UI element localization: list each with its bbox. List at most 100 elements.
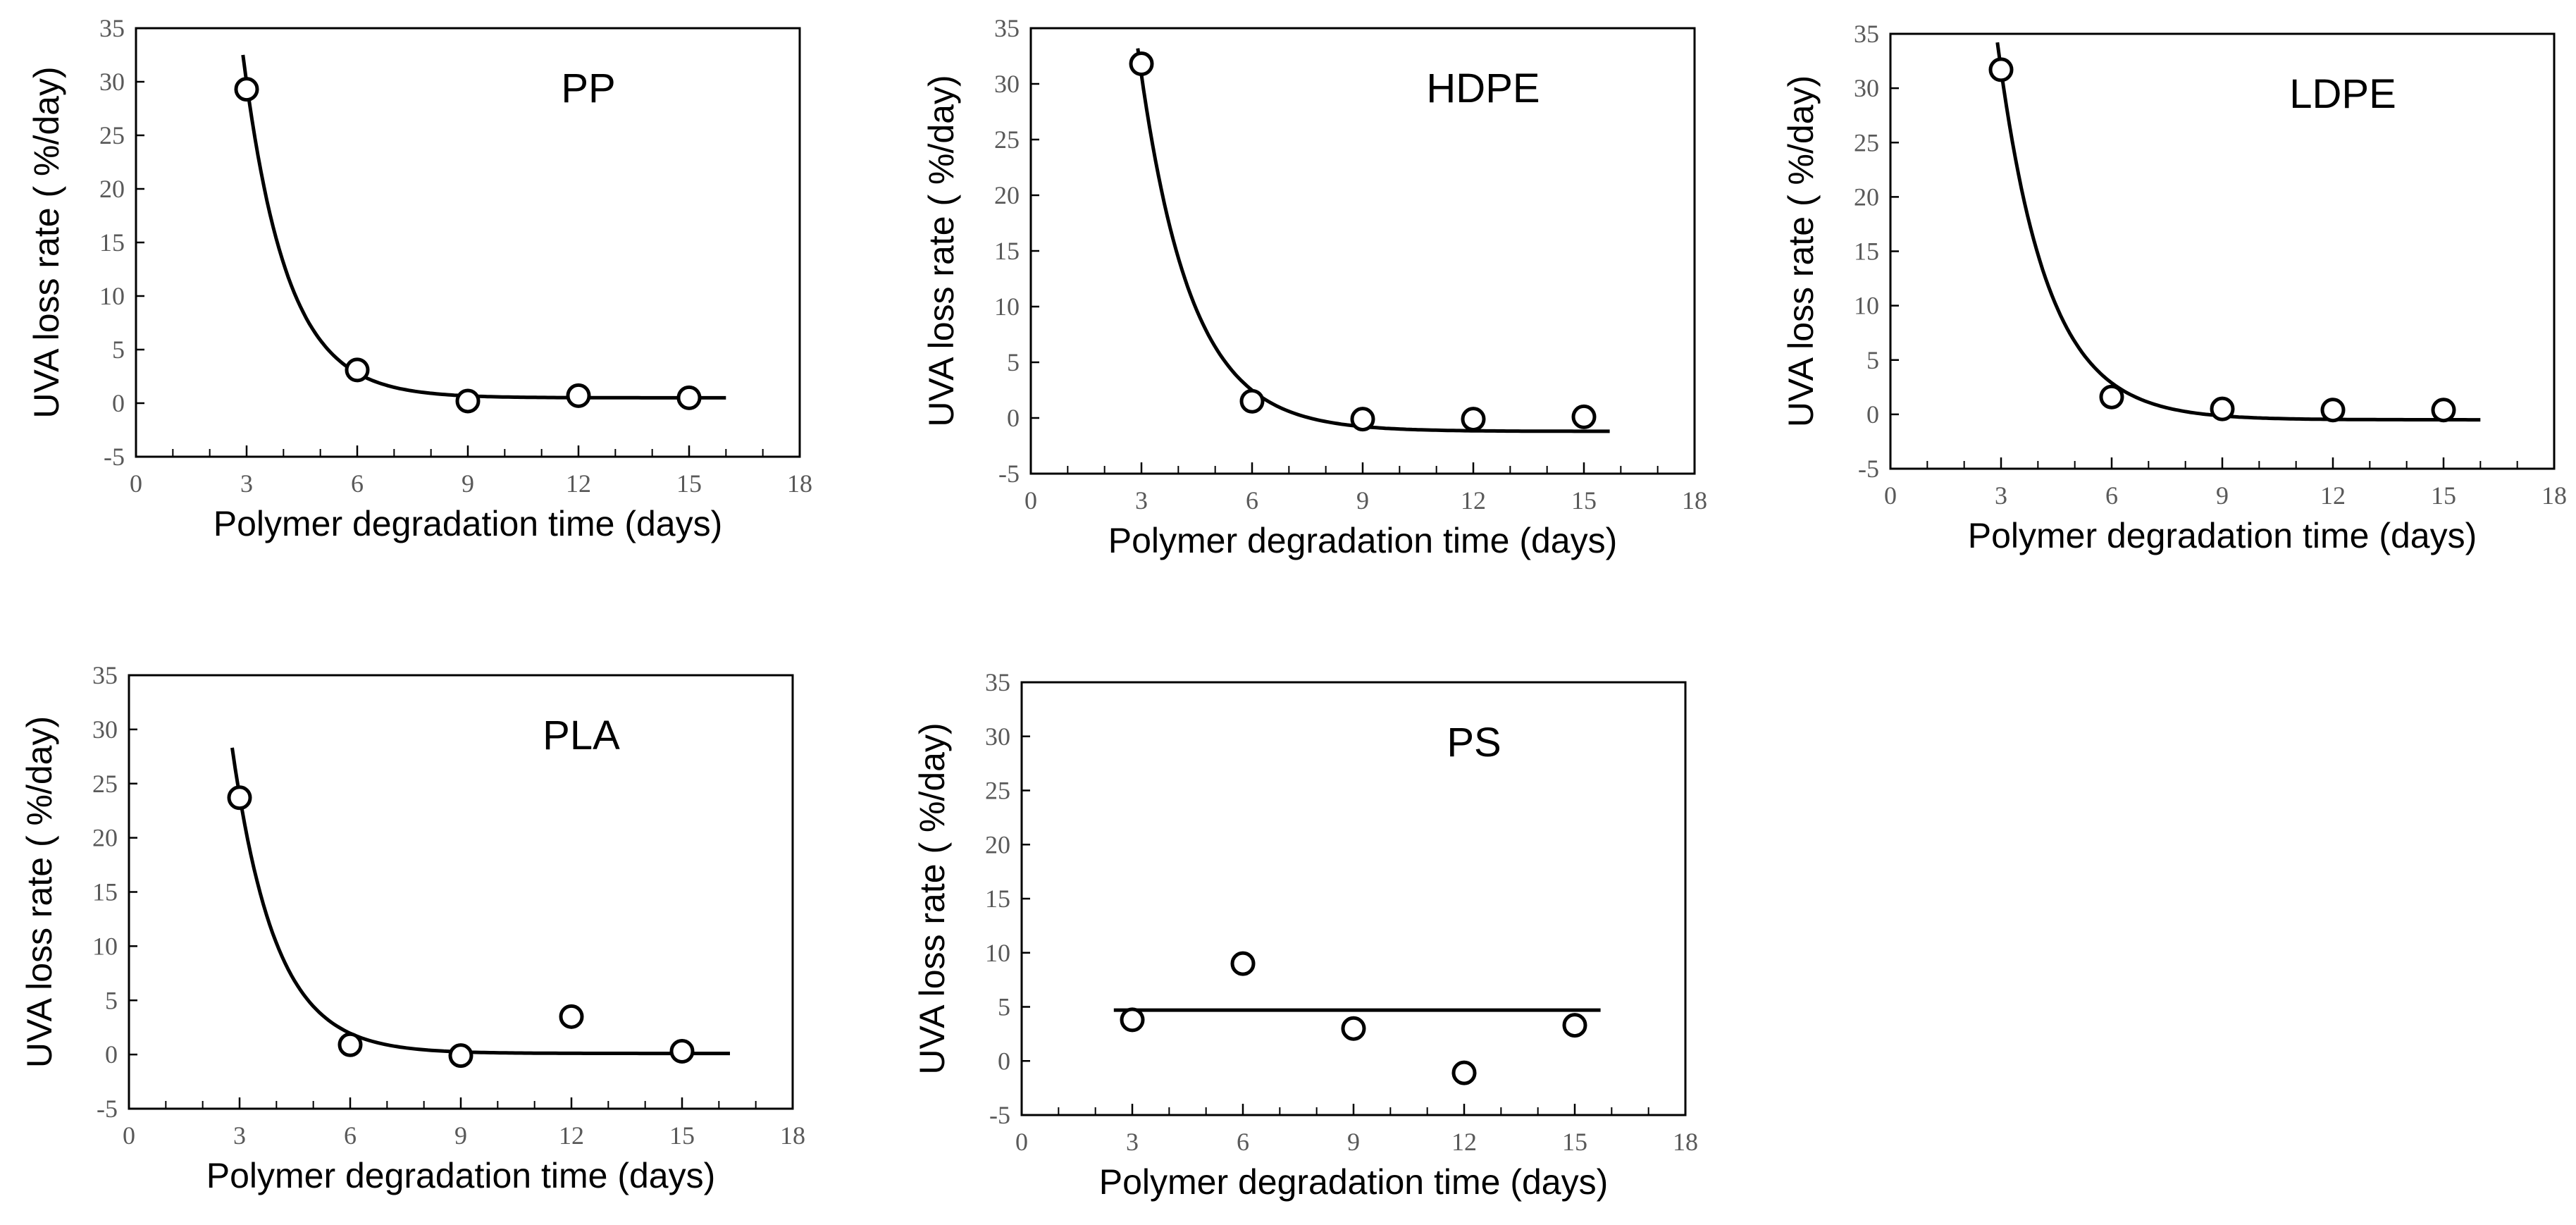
y-tick-label: 20 bbox=[92, 824, 118, 852]
data-point bbox=[1988, 57, 2014, 82]
fit-curve bbox=[230, 747, 730, 1056]
y-tick-label: 25 bbox=[92, 770, 118, 798]
x-tick-label: 3 bbox=[240, 469, 253, 498]
y-axis-label: UVA loss rate ( %/day) bbox=[27, 66, 66, 418]
fit-curve bbox=[1995, 42, 2481, 422]
x-tick-label: 12 bbox=[1461, 486, 1486, 515]
y-tick-label: 10 bbox=[92, 932, 118, 960]
panel-title: PS bbox=[1447, 720, 1501, 765]
x-tick-label: 0 bbox=[1015, 1128, 1028, 1156]
data-point bbox=[448, 1043, 473, 1069]
data-point bbox=[227, 785, 252, 811]
x-tick-label: 15 bbox=[1571, 486, 1597, 515]
x-tick-label: 6 bbox=[2105, 481, 2118, 510]
x-tick-label: 18 bbox=[1673, 1128, 1698, 1156]
y-tick-label: -5 bbox=[998, 460, 1020, 488]
y-axis-label: UVA loss rate ( %/day) bbox=[922, 75, 961, 426]
x-tick-label: 9 bbox=[2216, 481, 2229, 510]
y-tick-label: 5 bbox=[1866, 346, 1879, 374]
y-tick-label: 5 bbox=[105, 986, 118, 1014]
y-tick-label: 30 bbox=[92, 715, 118, 744]
x-tick-label: 9 bbox=[1356, 486, 1369, 515]
data-point bbox=[1451, 1060, 1477, 1085]
x-tick-label: 18 bbox=[787, 469, 812, 498]
x-axis-label: Polymer degradation time (days) bbox=[1099, 1162, 1609, 1202]
x-tick-label: 0 bbox=[1884, 481, 1897, 510]
x-axis-label: Polymer degradation time (days) bbox=[1108, 521, 1618, 560]
y-tick-label: 20 bbox=[99, 175, 125, 203]
x-tick-label: 15 bbox=[1562, 1128, 1587, 1156]
panel-title: HDPE bbox=[1426, 66, 1540, 111]
y-tick-label: 5 bbox=[112, 336, 125, 364]
x-tick-label: 3 bbox=[1126, 1128, 1139, 1156]
data-point bbox=[1120, 1007, 1145, 1033]
x-tick-label: 6 bbox=[1237, 1128, 1249, 1156]
x-tick-label: 6 bbox=[344, 1121, 357, 1150]
data-point bbox=[1239, 388, 1265, 414]
y-tick-label: 10 bbox=[985, 939, 1010, 967]
fit-curve bbox=[241, 54, 726, 400]
data-point bbox=[2210, 396, 2235, 421]
x-tick-label: 0 bbox=[123, 1121, 135, 1150]
data-point bbox=[1571, 404, 1597, 429]
y-tick-label: 10 bbox=[1854, 292, 1879, 320]
y-tick-label: 20 bbox=[1854, 183, 1879, 211]
y-tick-label: -5 bbox=[989, 1101, 1010, 1129]
x-tick-label: 9 bbox=[462, 469, 474, 498]
x-tick-label: 18 bbox=[2541, 481, 2567, 510]
data-point bbox=[1341, 1016, 1366, 1041]
data-point bbox=[345, 357, 370, 383]
fit-curve bbox=[1136, 48, 1610, 433]
data-point bbox=[2099, 384, 2124, 410]
y-tick-label: 30 bbox=[985, 722, 1010, 751]
data-point bbox=[1230, 951, 1256, 976]
data-point bbox=[1461, 407, 1486, 432]
y-tick-label: 15 bbox=[92, 878, 118, 906]
y-tick-label: 25 bbox=[99, 121, 125, 149]
y-tick-label: 0 bbox=[105, 1040, 118, 1069]
y-tick-label: -5 bbox=[104, 443, 125, 471]
x-tick-label: 12 bbox=[1451, 1128, 1477, 1156]
data-point bbox=[2320, 398, 2346, 423]
y-tick-label: 30 bbox=[1854, 74, 1879, 102]
panel-title: PLA bbox=[543, 713, 620, 758]
y-tick-label: 25 bbox=[1854, 128, 1879, 156]
data-point bbox=[338, 1032, 363, 1057]
y-tick-label: 20 bbox=[994, 181, 1020, 209]
y-tick-label: 5 bbox=[998, 993, 1010, 1021]
y-tick-label: 5 bbox=[1007, 348, 1020, 376]
data-point bbox=[566, 383, 591, 408]
x-tick-label: 12 bbox=[566, 469, 591, 498]
data-point bbox=[2431, 398, 2456, 423]
data-point bbox=[559, 1004, 584, 1029]
data-point bbox=[1129, 51, 1154, 77]
x-tick-label: 9 bbox=[454, 1121, 467, 1150]
y-tick-label: 30 bbox=[994, 70, 1020, 98]
y-tick-label: 20 bbox=[985, 830, 1010, 858]
data-point bbox=[669, 1039, 695, 1064]
x-tick-label: 15 bbox=[2431, 481, 2456, 510]
y-axis-label: UVA loss rate ( %/day) bbox=[912, 722, 952, 1074]
y-tick-label: -5 bbox=[97, 1095, 118, 1123]
x-tick-label: 0 bbox=[130, 469, 142, 498]
y-tick-label: 35 bbox=[985, 668, 1010, 696]
x-tick-label: 15 bbox=[669, 1121, 695, 1150]
data-point bbox=[455, 388, 481, 414]
y-tick-label: 35 bbox=[994, 14, 1020, 42]
x-tick-label: 12 bbox=[559, 1121, 584, 1150]
x-tick-label: 0 bbox=[1024, 486, 1037, 515]
panel-title: PP bbox=[561, 66, 615, 111]
x-axis-label: Polymer degradation time (days) bbox=[213, 504, 723, 543]
y-tick-label: 0 bbox=[112, 389, 125, 417]
y-tick-label: 25 bbox=[994, 125, 1020, 154]
x-tick-label: 18 bbox=[1682, 486, 1707, 515]
plot-frame bbox=[1020, 681, 1687, 1116]
data-point bbox=[1350, 407, 1375, 432]
x-tick-label: 12 bbox=[2320, 481, 2346, 510]
y-tick-label: -5 bbox=[1858, 455, 1879, 483]
y-tick-label: 10 bbox=[99, 282, 125, 310]
y-tick-label: 15 bbox=[994, 237, 1020, 265]
